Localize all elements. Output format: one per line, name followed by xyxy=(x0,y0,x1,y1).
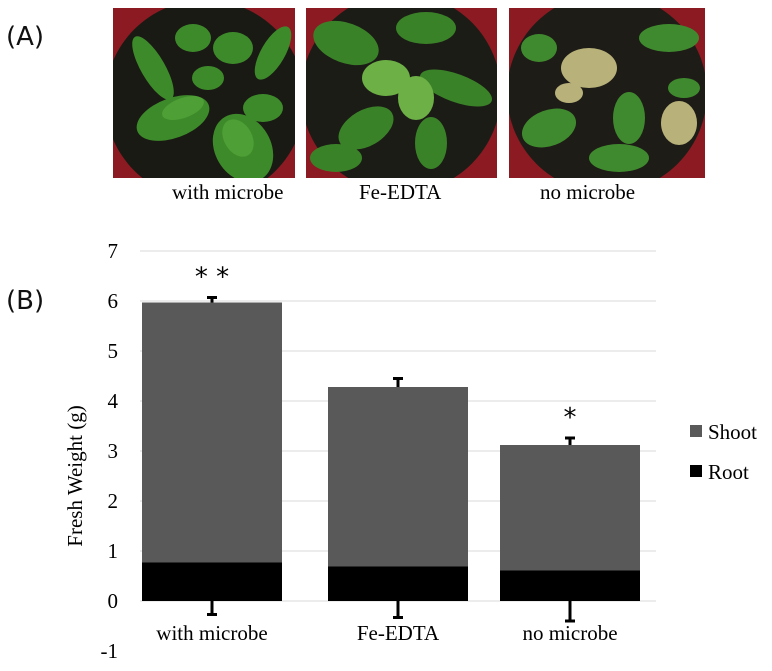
x-category-label: no microbe xyxy=(522,621,617,645)
photo-caption-no-microbe: no microbe xyxy=(540,180,636,204)
bar-root-0 xyxy=(142,562,282,601)
legend-label-root: Root xyxy=(708,460,749,484)
bar-shoot-2 xyxy=(500,445,640,571)
photo-caption-fe-edta: Fe-EDTA xyxy=(359,180,442,204)
y-tick-label: 6 xyxy=(108,289,119,313)
bar-root-1 xyxy=(328,566,468,601)
x-category-labels: with microbe Fe-EDTA no microbe xyxy=(156,621,617,645)
y-tick-labels: -1 0 1 2 3 4 5 6 7 xyxy=(101,239,119,663)
bar-shoot-0 xyxy=(142,302,282,563)
y-tick-label: -1 xyxy=(101,639,119,663)
y-tick-label: 0 xyxy=(108,589,119,613)
y-axis-title: Fresh Weight (g) xyxy=(63,405,87,546)
photo-no-microbe xyxy=(509,8,705,178)
photo-caption-with-microbe: with microbe xyxy=(172,180,284,204)
bars xyxy=(142,302,640,601)
x-category-label: with microbe xyxy=(156,621,267,645)
x-category-label: Fe-EDTA xyxy=(357,621,440,645)
panel-a-label: (A) xyxy=(6,22,45,52)
legend-label-shoot: Shoot xyxy=(708,420,757,444)
y-tick-label: 4 xyxy=(108,389,119,413)
y-tick-label: 2 xyxy=(108,489,119,513)
y-tick-label: 7 xyxy=(108,239,119,263)
y-tick-label: 5 xyxy=(108,339,119,363)
error-bars xyxy=(207,296,575,623)
bar-shoot-1 xyxy=(328,387,468,567)
significance-mark: * * xyxy=(195,263,229,293)
photo-fe-edta xyxy=(306,8,497,178)
significance-mark: * xyxy=(564,403,577,433)
bar-root-2 xyxy=(500,570,640,601)
legend-swatch-shoot xyxy=(690,425,702,437)
y-tick-label: 1 xyxy=(108,539,119,563)
panel-b-label: (B) xyxy=(6,286,45,316)
significance-marks: * * * xyxy=(195,263,577,434)
legend-swatch-root xyxy=(690,465,702,477)
y-tick-label: 3 xyxy=(108,439,119,463)
photo-with-microbe xyxy=(113,8,295,178)
legend: Shoot Root xyxy=(690,420,757,484)
